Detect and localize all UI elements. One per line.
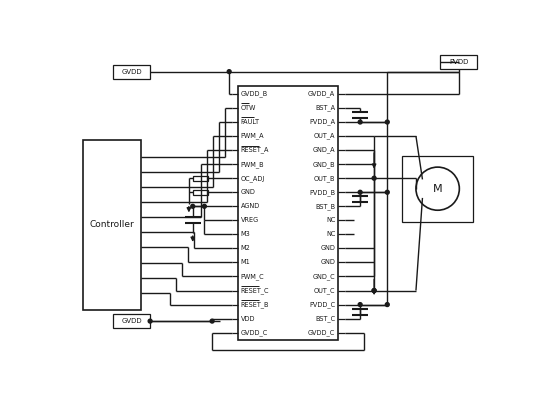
Text: PVDD_C: PVDD_C: [309, 301, 336, 308]
Bar: [402, 156, 474, 222]
Bar: [82, 140, 141, 310]
Text: OC_ADJ: OC_ADJ: [241, 175, 265, 181]
Text: GND_A: GND_A: [313, 147, 336, 154]
Text: PVDD_A: PVDD_A: [309, 119, 336, 125]
Circle shape: [386, 190, 389, 194]
Bar: [192, 189, 208, 195]
Circle shape: [386, 302, 389, 306]
Text: PVDD: PVDD: [449, 59, 468, 65]
Text: M: M: [433, 183, 442, 194]
Text: Controller: Controller: [90, 220, 134, 229]
Text: GVDD_B: GVDD_B: [241, 91, 268, 98]
Text: GVDD: GVDD: [121, 318, 142, 324]
Bar: [192, 176, 208, 181]
Circle shape: [386, 120, 389, 124]
Text: VREG: VREG: [241, 217, 259, 223]
Bar: [238, 86, 338, 340]
Text: GVDD_C: GVDD_C: [241, 329, 268, 336]
Text: GVDD_C: GVDD_C: [308, 329, 336, 336]
Circle shape: [202, 204, 206, 208]
Text: OUT_A: OUT_A: [314, 133, 336, 139]
Text: M2: M2: [241, 246, 251, 252]
Circle shape: [358, 190, 362, 194]
Circle shape: [372, 289, 376, 293]
Bar: [113, 314, 150, 328]
Circle shape: [148, 319, 152, 323]
Text: M3: M3: [241, 231, 251, 237]
Text: GND: GND: [241, 189, 256, 195]
Circle shape: [372, 176, 376, 180]
Bar: [440, 55, 477, 69]
Text: PWM_C: PWM_C: [241, 273, 265, 280]
Text: OUT_B: OUT_B: [314, 175, 336, 181]
Text: FAULT: FAULT: [241, 119, 260, 125]
Text: RESET_C: RESET_C: [241, 287, 270, 294]
Text: GVDD_A: GVDD_A: [308, 91, 336, 98]
Text: VDD: VDD: [241, 316, 255, 322]
Text: BST_C: BST_C: [315, 315, 336, 322]
Text: AGND: AGND: [241, 203, 260, 209]
Text: GND: GND: [321, 259, 336, 265]
Text: RESET_B: RESET_B: [241, 301, 270, 308]
Bar: [113, 65, 150, 78]
Text: OUT_C: OUT_C: [314, 287, 336, 294]
Text: GND_B: GND_B: [313, 161, 336, 168]
Text: GND_C: GND_C: [313, 273, 336, 280]
Circle shape: [358, 302, 362, 306]
Text: PWM_B: PWM_B: [241, 161, 265, 168]
Text: GND: GND: [321, 246, 336, 252]
Text: PVDD_B: PVDD_B: [309, 189, 336, 196]
Text: RESET_A: RESET_A: [241, 147, 270, 154]
Circle shape: [358, 120, 362, 124]
Text: NC: NC: [326, 231, 336, 237]
Text: OTW: OTW: [241, 105, 256, 111]
Text: M1: M1: [241, 259, 251, 265]
Text: BST_B: BST_B: [315, 203, 336, 210]
Text: GVDD: GVDD: [121, 68, 142, 75]
Text: BST_A: BST_A: [315, 105, 336, 111]
Circle shape: [191, 204, 195, 208]
Circle shape: [372, 289, 376, 293]
Text: NC: NC: [326, 217, 336, 223]
Circle shape: [227, 70, 231, 74]
Text: PWM_A: PWM_A: [241, 133, 265, 139]
Circle shape: [210, 319, 214, 323]
